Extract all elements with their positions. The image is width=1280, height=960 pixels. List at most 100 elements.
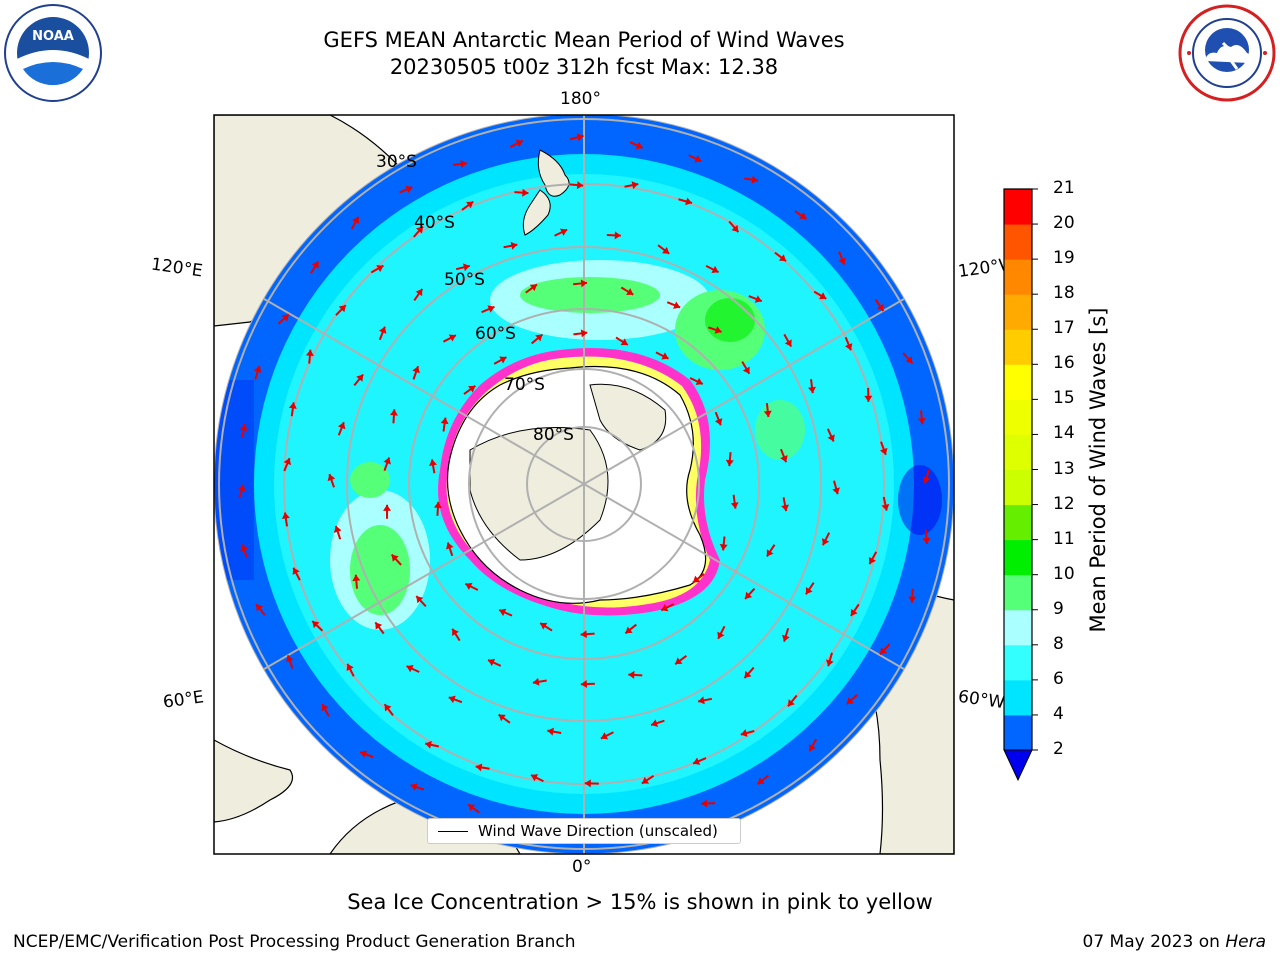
colorbar-tick-label: 4 (1053, 703, 1064, 724)
wind-arrow-head (745, 591, 753, 599)
colorbar-segment (1004, 189, 1032, 225)
wind-arrow-head (468, 385, 476, 393)
wind-arrow-head (529, 284, 537, 292)
wind-arrow-head (429, 459, 437, 467)
wind-arrow-head (693, 757, 701, 765)
colorbar-segment (1004, 364, 1032, 400)
wind-arrow-head (714, 418, 723, 426)
colorbar-tick-label: 16 (1053, 353, 1075, 374)
wind-arrow-head (383, 457, 391, 465)
lat-label-40s: 40°S (414, 213, 455, 233)
colorbar-tick-label: 12 (1053, 493, 1075, 514)
wind-arrow-head (782, 634, 790, 642)
wind-arrow-head (352, 574, 361, 582)
noaa-logo-text: NOAA (32, 29, 74, 44)
colorbar-segment (1004, 574, 1032, 611)
colorbar-segment (1004, 224, 1032, 260)
wind-arrow-head (337, 422, 346, 430)
wind-arrow-head (864, 395, 873, 402)
colorbar-tick-label: 20 (1053, 213, 1075, 234)
wind-arrow-head (701, 799, 708, 808)
wind-arrow-head (448, 695, 456, 704)
wind-arrow-head (465, 582, 473, 591)
map-frame (213, 114, 955, 855)
wind-arrow-head (787, 699, 795, 707)
wind-arrow-head (819, 292, 827, 300)
colorbar-tick-label: 15 (1053, 388, 1075, 409)
wind-arrow-head (532, 677, 540, 686)
wind-arrow-head (283, 458, 292, 466)
colorbar-tick-label: 17 (1053, 318, 1075, 339)
wind-arrow-head (922, 537, 931, 545)
lat-label-50s: 50°S (444, 270, 485, 290)
wind-arrow-head (433, 501, 442, 509)
wind-arrow-head (391, 554, 399, 562)
wind-arrow-head (305, 349, 314, 357)
colorbar-tick-label: 9 (1053, 598, 1064, 619)
wind-arrow-head (876, 303, 884, 312)
wind-arrow-head (763, 410, 772, 417)
wind-arrow-head (375, 622, 383, 630)
wind-arrow-head (620, 338, 628, 346)
wind-arrow-head (614, 231, 621, 240)
wind-arrow-head (719, 544, 728, 551)
wind-arrow-head (384, 704, 392, 712)
wind-arrow-head (281, 512, 290, 519)
wind-arrow-head (778, 254, 787, 262)
colorbar-tick-label: 14 (1053, 423, 1075, 444)
wind-arrow-head (825, 659, 834, 667)
wind-arrow-head (475, 763, 483, 772)
wind-arrow-head (468, 804, 476, 812)
wind-arrow-head (628, 670, 635, 679)
wind-arrow-head (288, 402, 297, 409)
map-subtitle: 20230505 t00z 312h fcst Max: 12.38 (389, 55, 779, 79)
colorbar-segment (1004, 714, 1032, 751)
wind-arrow-head (661, 352, 669, 360)
nws-logo (1178, 4, 1276, 102)
wind-arrow-head (346, 663, 354, 672)
wind-arrow-head (327, 474, 336, 482)
wind-arrow-head (808, 386, 816, 394)
wind-arrow-head (406, 665, 414, 673)
wind-arrow-head (540, 622, 548, 630)
colorbar-label: Mean Period of Wind Waves [s] (1086, 307, 1110, 633)
colorbar-tick-label: 13 (1053, 458, 1075, 479)
wind-arrow-head (416, 226, 423, 234)
wind-arrow-head (576, 181, 584, 190)
colorbar (1003, 188, 1038, 782)
wind-arrow-head (661, 604, 669, 612)
lon-label-0: 0° (572, 857, 592, 877)
wind-arrow-head (499, 608, 507, 617)
wind-arrow-head (580, 329, 588, 338)
wind-arrow-head (383, 504, 392, 511)
colorbar-tick-label: 21 (1053, 178, 1075, 198)
wind-arrow-head (717, 631, 725, 639)
credit-date-host: 07 May 2023 on Hera (1083, 932, 1267, 952)
wind-arrow-head (766, 549, 774, 557)
wind-arrow-head (416, 596, 424, 604)
wind-arrow-head (754, 295, 762, 303)
wind-arrow-head (281, 314, 289, 322)
lat-label-60s: 60°S (475, 324, 516, 344)
wind-arrow-head (239, 424, 248, 431)
wind-arrow-head (584, 779, 591, 788)
wind-arrow-head (378, 326, 387, 334)
wind-arrow-head (466, 201, 474, 209)
wind-arrow-head (360, 750, 368, 758)
wind-arrow-head (311, 261, 319, 269)
wind-arrow-head (535, 334, 543, 342)
colorbar-tick-label: 11 (1053, 528, 1075, 549)
wind-arrow-head (237, 484, 246, 492)
wind-arrow-head (292, 567, 300, 575)
wind-arrow-head (625, 626, 633, 634)
wind-arrow-head (415, 288, 423, 297)
wind-arrow-head (460, 160, 467, 168)
wind-arrow-head (905, 356, 913, 364)
wind-arrow-head (445, 542, 454, 550)
wind-arrow-head (352, 216, 360, 224)
colorbar-segment (1004, 294, 1032, 330)
wind-arrow-head (844, 343, 853, 351)
noaa-logo: NOAA (4, 4, 102, 102)
wind-arrow-head (846, 697, 854, 705)
